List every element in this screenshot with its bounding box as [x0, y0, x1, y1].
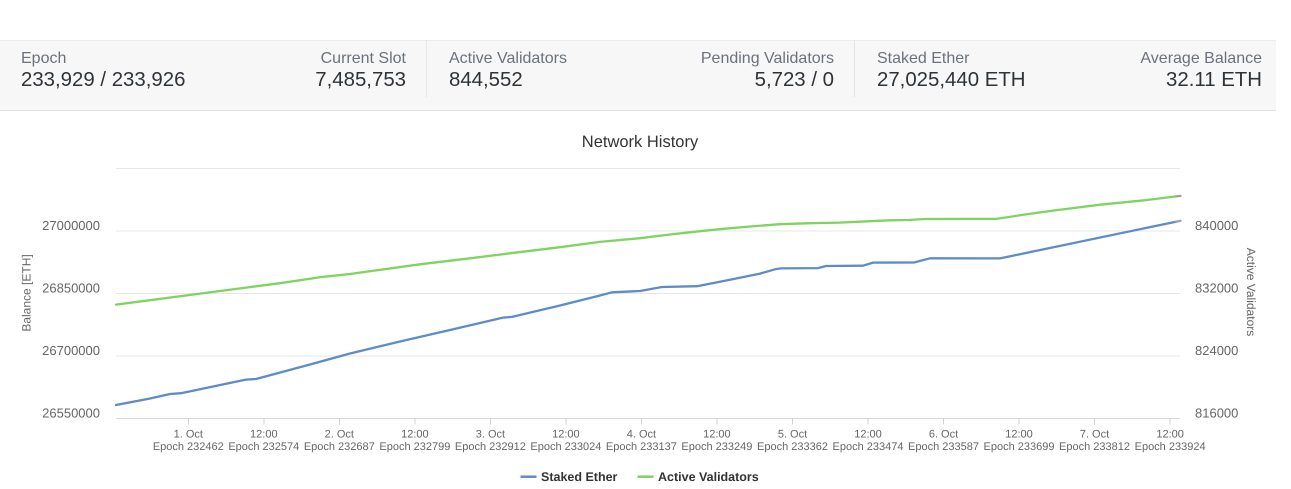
svg-text:Epoch 233587: Epoch 233587: [908, 441, 979, 453]
svg-text:12:00: 12:00: [1156, 428, 1184, 440]
svg-text:Epoch 232462: Epoch 232462: [153, 441, 224, 453]
svg-text:Network History: Network History: [582, 133, 699, 151]
svg-text:12:00: 12:00: [250, 428, 278, 440]
svg-text:12:00: 12:00: [1005, 428, 1033, 440]
svg-text:Balance [ETH]: Balance [ETH]: [20, 254, 34, 331]
svg-text:12:00: 12:00: [552, 428, 580, 440]
svg-text:12:00: 12:00: [854, 428, 882, 440]
svg-text:4. Oct: 4. Oct: [627, 428, 656, 440]
svg-text:840000: 840000: [1195, 218, 1238, 233]
svg-text:Epoch 233812: Epoch 233812: [1059, 441, 1130, 453]
svg-text:Active Validators: Active Validators: [658, 470, 759, 484]
svg-text:Epoch 232574: Epoch 232574: [228, 441, 299, 453]
svg-text:Epoch 233924: Epoch 233924: [1135, 441, 1206, 453]
svg-text:Epoch 233024: Epoch 233024: [530, 441, 601, 453]
svg-text:26700000: 26700000: [42, 343, 100, 358]
svg-text:6. Oct: 6. Oct: [929, 428, 958, 440]
svg-text:1. Oct: 1. Oct: [174, 428, 203, 440]
svg-text:824000: 824000: [1195, 343, 1238, 358]
svg-text:Epoch 233362: Epoch 233362: [757, 441, 828, 453]
svg-text:Epoch 232799: Epoch 232799: [379, 441, 450, 453]
svg-text:12:00: 12:00: [703, 428, 731, 440]
svg-text:Staked Ether: Staked Ether: [541, 470, 618, 484]
svg-text:Epoch 233699: Epoch 233699: [984, 441, 1055, 453]
svg-text:Epoch 233474: Epoch 233474: [833, 441, 904, 453]
svg-text:816000: 816000: [1195, 405, 1238, 420]
svg-text:26550000: 26550000: [42, 405, 100, 420]
svg-text:Epoch 233249: Epoch 233249: [681, 441, 752, 453]
svg-text:Epoch 232687: Epoch 232687: [304, 441, 375, 453]
svg-text:5. Oct: 5. Oct: [778, 428, 807, 440]
svg-text:2. Oct: 2. Oct: [325, 428, 354, 440]
svg-text:832000: 832000: [1195, 281, 1238, 296]
svg-text:Epoch 233137: Epoch 233137: [606, 441, 677, 453]
svg-text:12:00: 12:00: [401, 428, 429, 440]
svg-text:3. Oct: 3. Oct: [476, 428, 505, 440]
svg-text:7. Oct: 7. Oct: [1080, 428, 1109, 440]
svg-text:Active Validators: Active Validators: [1244, 248, 1258, 336]
svg-text:26850000: 26850000: [42, 281, 100, 296]
svg-text:27000000: 27000000: [42, 218, 100, 233]
svg-text:Epoch 232912: Epoch 232912: [455, 441, 526, 453]
